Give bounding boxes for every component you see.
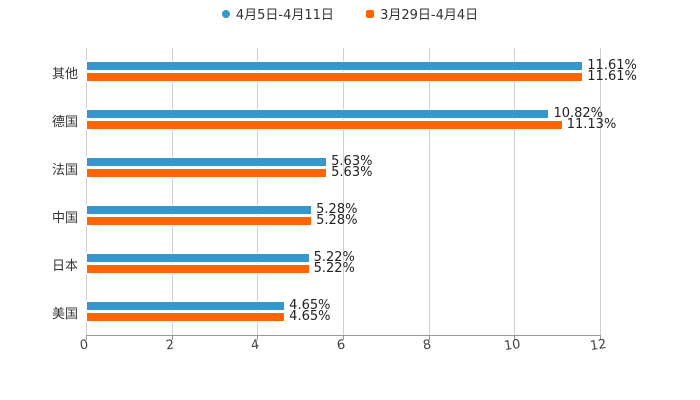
gridline — [429, 48, 430, 336]
bar-series1[interactable] — [86, 61, 583, 71]
bar-series2[interactable] — [86, 120, 563, 130]
bar-series2[interactable] — [86, 264, 310, 274]
legend-label-series1: 4月5日-4月11日 — [236, 4, 334, 23]
series2-marker-icon — [366, 10, 374, 18]
legend-item-series2[interactable]: 3月29日-4月4日 — [366, 4, 478, 23]
bar-series1[interactable] — [86, 109, 549, 119]
gridline — [86, 48, 87, 336]
bar-series2[interactable] — [86, 72, 583, 82]
bar-series1[interactable] — [86, 205, 312, 215]
value-label: 5.28% — [316, 215, 357, 227]
bar-series1[interactable] — [86, 157, 327, 167]
x-tick-label: 8 — [422, 337, 432, 353]
legend: 4月5日-4月11日 3月29日-4月4日 — [0, 4, 700, 23]
category-label: 中国 — [38, 207, 78, 226]
x-tick-label: 6 — [336, 337, 346, 353]
category-label: 其他 — [38, 63, 78, 82]
category-label: 法国 — [38, 159, 78, 178]
bar-series2[interactable] — [86, 216, 312, 226]
bar-series2[interactable] — [86, 168, 327, 178]
gridline — [514, 48, 515, 336]
x-tick-label: 0 — [79, 337, 89, 353]
gridline — [600, 48, 601, 336]
gridline — [257, 48, 258, 336]
value-label: 11.61% — [587, 71, 637, 83]
legend-item-series1[interactable]: 4月5日-4月11日 — [222, 4, 334, 23]
x-tick-label: 10 — [503, 337, 521, 354]
value-label: 5.63% — [331, 167, 372, 179]
x-tick-label: 2 — [165, 337, 175, 353]
x-tick-label: 12 — [589, 337, 607, 354]
category-label: 日本 — [38, 255, 78, 274]
category-label: 德国 — [38, 111, 78, 130]
series1-marker-icon — [222, 10, 230, 18]
bar-series1[interactable] — [86, 301, 285, 311]
plot-area — [86, 48, 600, 336]
bar-series2[interactable] — [86, 312, 285, 322]
gridline — [343, 48, 344, 336]
legend-label-series2: 3月29日-4月4日 — [380, 4, 478, 23]
x-tick-label: 4 — [250, 337, 260, 353]
value-label: 11.13% — [567, 119, 617, 131]
bar-series1[interactable] — [86, 253, 310, 263]
gridline — [172, 48, 173, 336]
value-label: 5.22% — [314, 263, 355, 275]
category-label: 美国 — [38, 303, 78, 322]
value-label: 4.65% — [289, 311, 330, 323]
